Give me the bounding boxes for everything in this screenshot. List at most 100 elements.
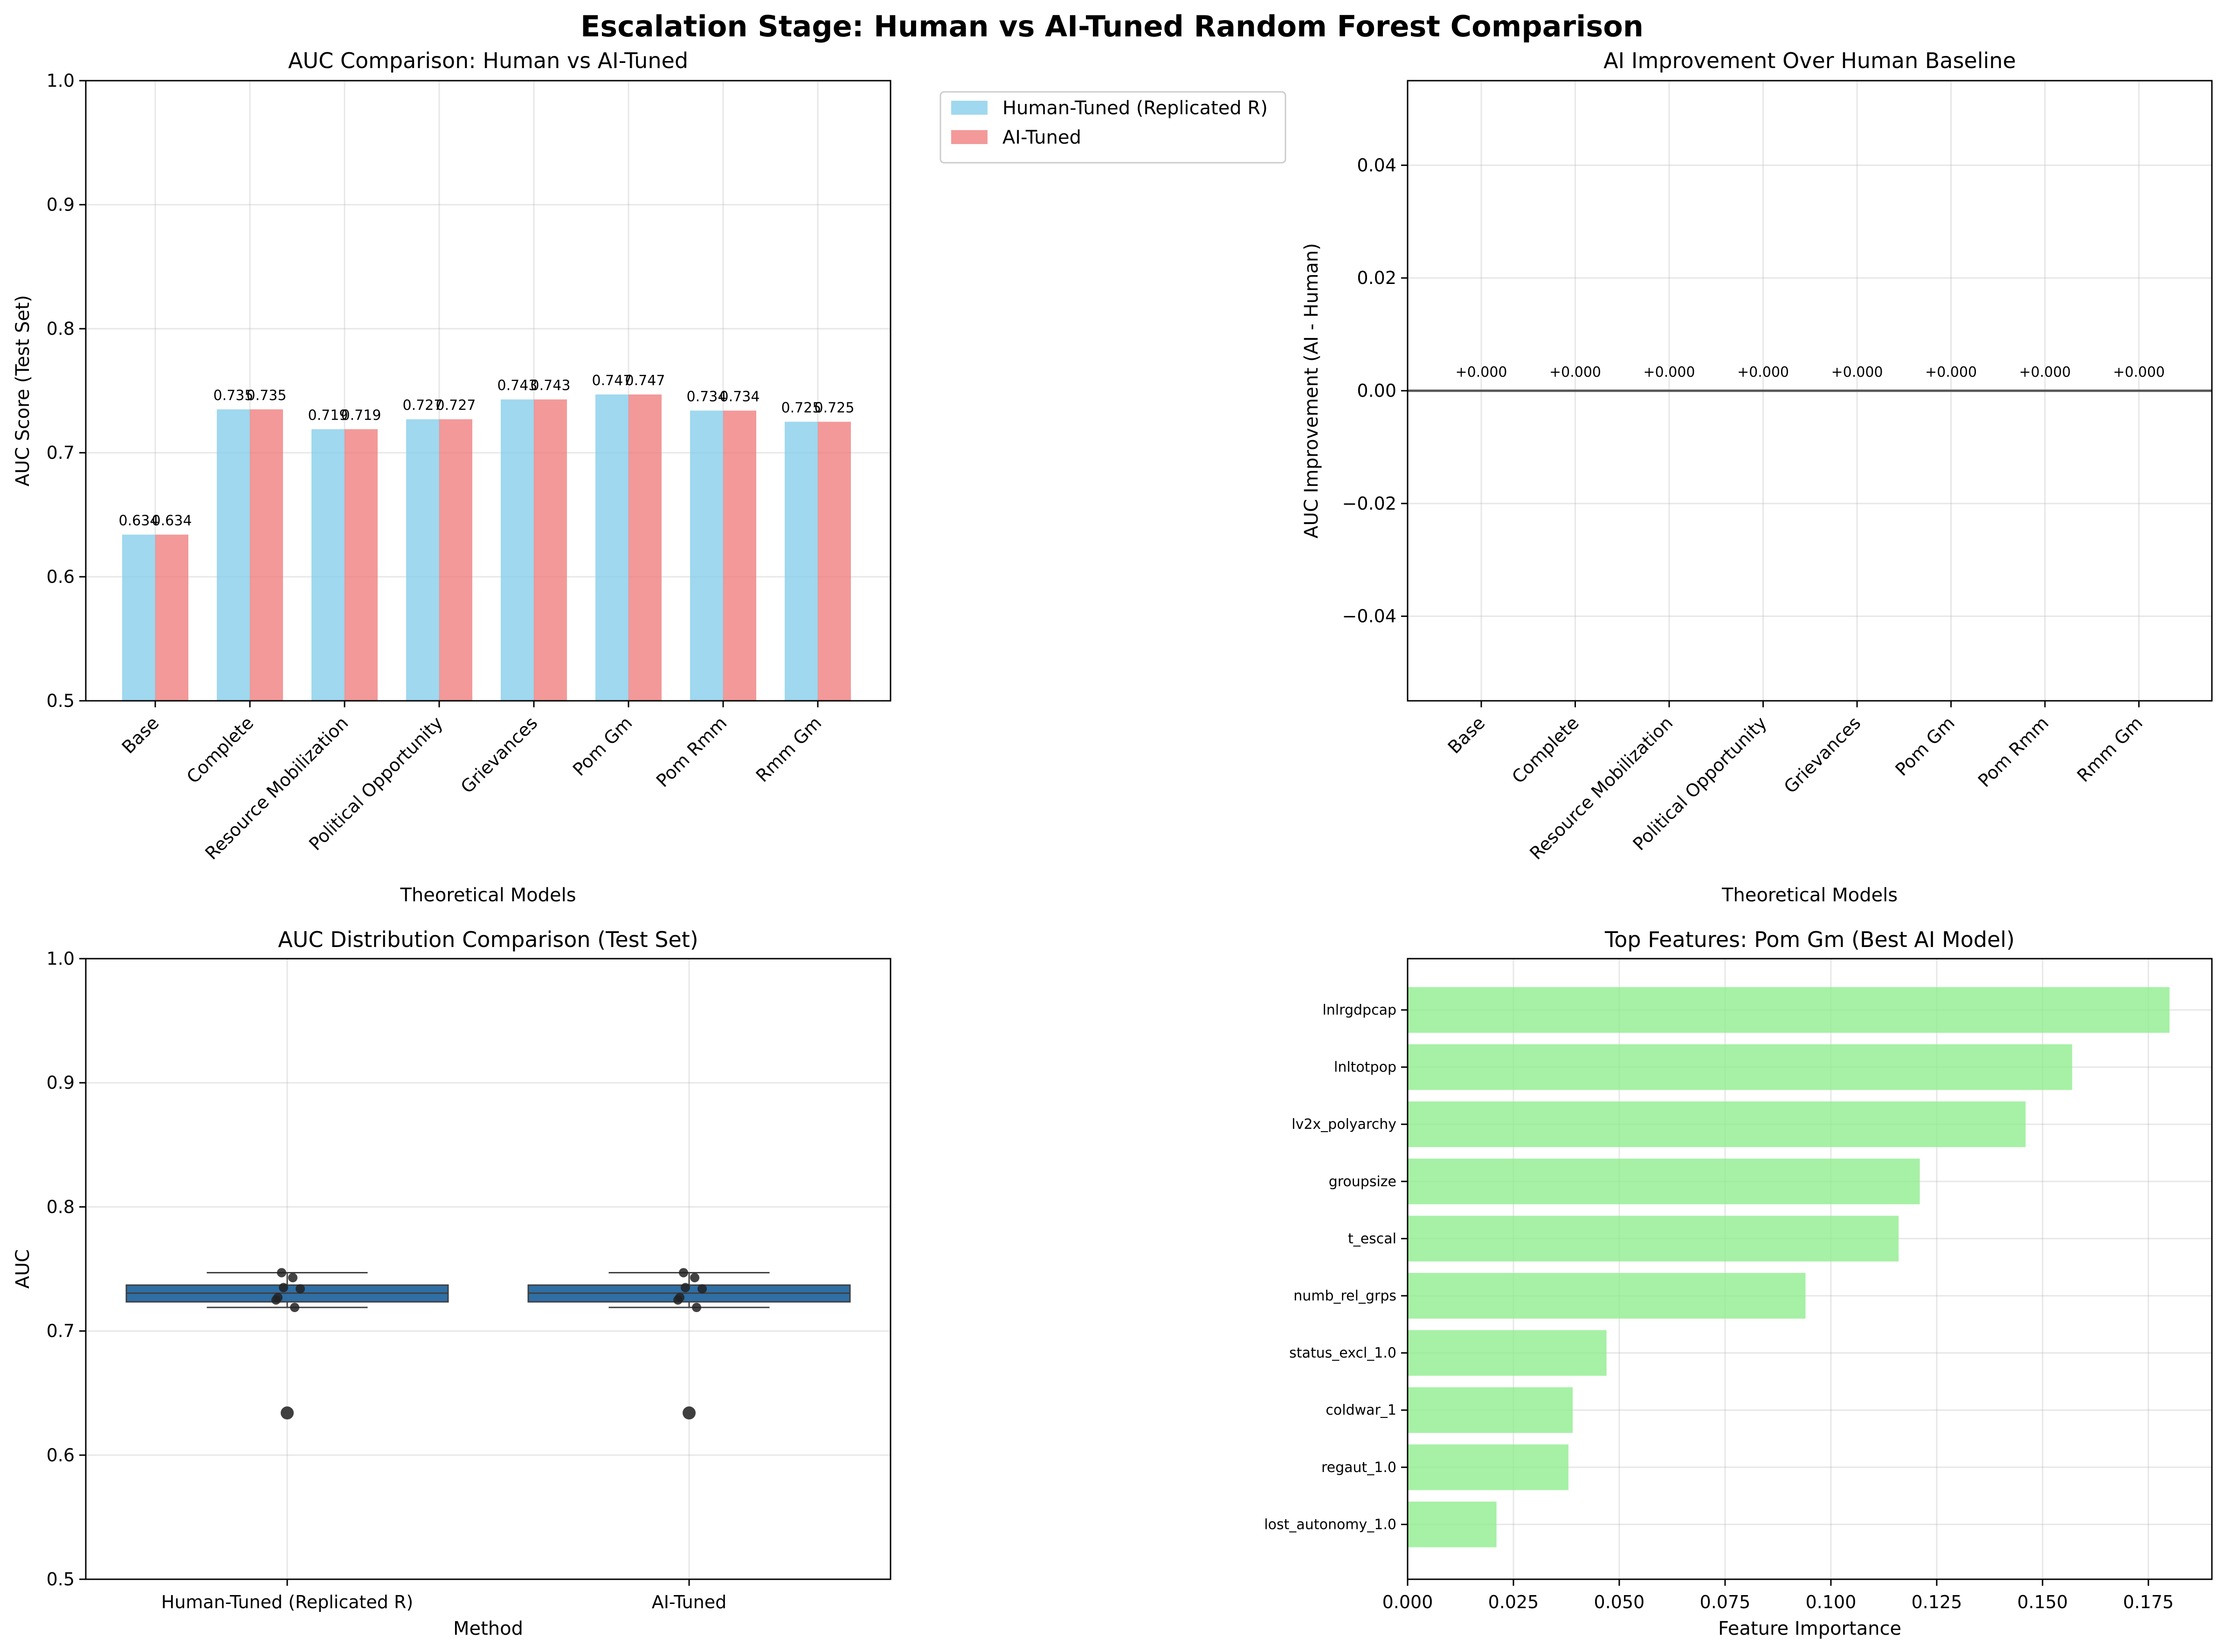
x-tick-label: Base (118, 712, 163, 758)
bar-value-label: 0.727 (436, 397, 476, 414)
y-tick-label: 0.04 (1357, 155, 1396, 175)
feature-bar (1408, 1158, 1920, 1204)
bar-value-label: 0.747 (592, 373, 632, 389)
feature-label: lost_autonomy_1.0 (1264, 1516, 1396, 1533)
bar-value-label: 0.735 (214, 387, 254, 404)
y-tick-label: 0.9 (47, 194, 75, 215)
improvement-value-label: +0.000 (2019, 364, 2071, 380)
improvement-value-label: +0.000 (1925, 364, 1977, 380)
y-tick-label: −0.02 (1342, 493, 1396, 514)
auc-comparison-panel: 0.50.60.70.80.91.00.6340.7350.7190.7270.… (12, 48, 1286, 906)
feature-label: lnlrgdpcap (1322, 1002, 1396, 1018)
y-axis-label: AUC Improvement (AI - Human) (1301, 243, 1322, 539)
plot-frame (1407, 958, 2213, 1580)
improvement-value-label: +0.000 (1737, 364, 1789, 380)
x-axis-label: Method (453, 1618, 523, 1639)
bar-value-label: 0.634 (119, 513, 159, 529)
ai-bar (629, 394, 662, 701)
data-point (271, 1295, 281, 1305)
auc-distribution-panel: 0.5 0.6 0.7 0.8 0.9 1.0 Human-Tuned (Replicate… (12, 927, 891, 1639)
feature-label: lv2x_polyarchy (1292, 1116, 1396, 1133)
legend: Human-Tuned (Replicated R) AI-Tuned (939, 91, 1286, 164)
bar-value-label: 0.743 (497, 378, 538, 394)
x-tick-label: 0.050 (1594, 1592, 1645, 1612)
legend-label: AI-Tuned (1002, 127, 1081, 148)
x-tick-label: Pom Rmm (1974, 712, 2053, 791)
feature-bar (1408, 1101, 2026, 1147)
bar-value-label: 0.743 (531, 378, 571, 394)
x-axis-label: Theoretical Models (400, 885, 576, 906)
x-tick-label: 0.025 (1488, 1592, 1539, 1612)
feature-bar (1408, 1501, 1497, 1548)
figure-title: Escalation Stage: Human vs AI-Tuned Rand… (580, 9, 1644, 43)
improvement-value-label: +0.000 (1643, 364, 1695, 380)
x-tick-label: Base (1444, 712, 1489, 758)
plot-frame (85, 958, 891, 1580)
ai-improvement-panel: −0.04 −0.02 0.00 0.02 0.04 +0.000 +0.000 +0.000… (1301, 48, 2213, 906)
y-axis-label: AUC Score (Test Set) (12, 295, 34, 486)
y-tick-label: 0.5 (47, 1569, 75, 1590)
feature-label: lnltotpop (1334, 1059, 1396, 1076)
data-point (673, 1295, 683, 1305)
bar-value-label: 0.734 (687, 389, 727, 405)
data-point (698, 1284, 707, 1294)
bar-value-label: 0.735 (247, 387, 287, 404)
bar-value-label: 0.725 (781, 400, 822, 416)
y-tick-label: 0.8 (47, 1196, 75, 1217)
data-point (279, 1283, 288, 1293)
human-bar (122, 534, 155, 701)
feature-label: numb_rel_grps (1293, 1288, 1396, 1304)
bar-value-label: 0.747 (625, 373, 665, 389)
y-tick-label: 0.00 (1357, 380, 1396, 401)
x-axis-label: Theoretical Models (1721, 885, 1898, 906)
x-tick-label: Pom Gm (569, 712, 636, 780)
bar-value-label: 0.719 (308, 407, 348, 423)
feature-bar (1408, 987, 2170, 1033)
panel-title: AUC Comparison: Human vs AI-Tuned (288, 48, 688, 73)
x-tick-label: Rmm Gm (752, 712, 826, 786)
ai-bar (345, 429, 378, 701)
bar-value-label: 0.719 (341, 407, 381, 423)
human-bar (406, 419, 439, 701)
ai-bar (439, 419, 472, 701)
x-tick-label: Rmm Gm (2073, 712, 2147, 786)
ai-bar (534, 399, 567, 701)
y-tick-label: 0.6 (47, 1445, 75, 1465)
y-axis-label: AUC (12, 1249, 34, 1289)
ai-bar (250, 409, 283, 701)
ai-bar (723, 410, 756, 701)
data-point (288, 1273, 297, 1283)
ai-bar (818, 422, 851, 701)
feature-label: coldwar_1 (1326, 1402, 1396, 1418)
human-bar (595, 394, 629, 701)
x-tick-label: Grievances (1780, 712, 1865, 797)
bar-value-label: 0.734 (720, 389, 760, 405)
improvement-value-label: +0.000 (2113, 364, 2165, 380)
y-tick-label: −0.04 (1342, 606, 1396, 627)
data-point (290, 1303, 299, 1313)
improvement-value-label: +0.000 (1455, 364, 1507, 380)
data-point (277, 1268, 286, 1278)
y-tick-label: 0.8 (47, 318, 75, 339)
x-tick-label: Grievances (457, 712, 542, 797)
bar-value-label: 0.725 (815, 400, 855, 416)
bar-value-label: 0.727 (403, 397, 443, 414)
data-point (692, 1303, 701, 1313)
x-axis-label: Feature Importance (1718, 1618, 1901, 1639)
data-point (690, 1273, 699, 1283)
ai-bar (155, 534, 188, 701)
y-tick-label: 0.02 (1357, 268, 1396, 288)
feature-bar (1408, 1387, 1573, 1433)
human-bar (501, 399, 534, 701)
plot-frame (85, 80, 891, 702)
x-tick-label: AI-Tuned (652, 1592, 727, 1612)
x-tick-label: Pom Gm (1891, 712, 1959, 780)
y-tick-label: 1.0 (47, 70, 75, 91)
x-tick-label: 0.150 (2017, 1592, 2068, 1612)
feature-label: status_excl_1.0 (1289, 1345, 1396, 1362)
feature-bar (1408, 1044, 2072, 1090)
x-tick-label: Complete (1508, 712, 1583, 788)
legend-box (939, 91, 1286, 164)
feature-bar (1408, 1216, 1899, 1262)
